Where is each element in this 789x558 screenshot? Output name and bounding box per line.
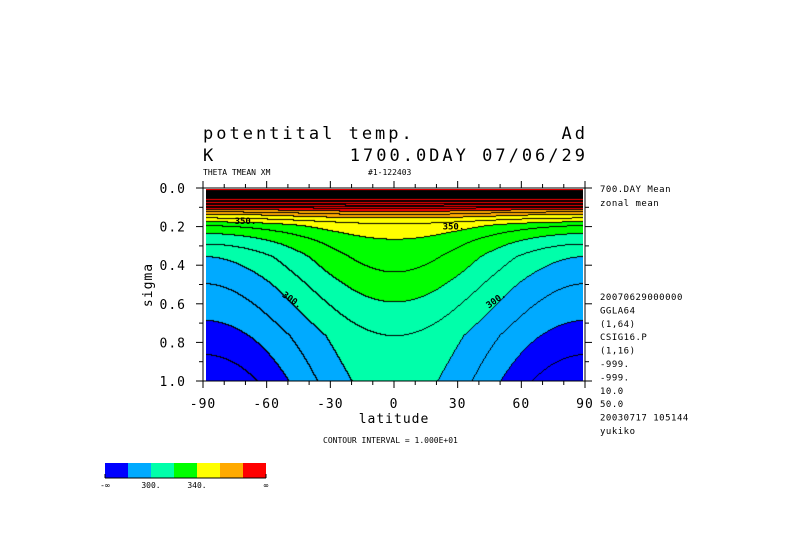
y-tick-labels: 0.0 0.2 0.4 0.6 0.8 1.0 — [160, 182, 186, 390]
y-tick-label: 0.6 — [160, 298, 186, 313]
y-tick-label: 0.2 — [160, 221, 186, 236]
contour-label: 350. — [235, 217, 257, 227]
title-right: Ad — [562, 124, 588, 144]
colorbar-swatch — [105, 463, 128, 478]
side-info-line: 20030717 105144 — [600, 414, 689, 424]
colorbar-swatch — [197, 463, 220, 478]
side-info: 700.DAY Mean zonal mean 20070629000000 GGLA… — [600, 185, 689, 437]
variable-label: THETA TMEAN XM — [203, 168, 271, 177]
side-info-line: 10.0 — [600, 387, 624, 397]
y-tick-label: 0.0 — [160, 182, 186, 197]
side-info-line: CSIG16.P — [600, 333, 647, 343]
plot-title: potentital temp. — [203, 124, 415, 144]
y-axis-label: sigma — [141, 263, 156, 307]
plot-frame — [202, 187, 586, 382]
x-tick-label: 30 — [449, 397, 467, 412]
x-tick-label: 0 — [390, 397, 399, 412]
side-info-line: 50.0 — [600, 400, 624, 410]
x-tick-label: 90 — [576, 397, 594, 412]
colorbar-label: 340. — [187, 481, 206, 490]
time-label: 1700.0DAY 07/06/29 — [350, 146, 588, 166]
contour-field — [206, 189, 583, 381]
x-tick-labels: -90 -60 -30 0 30 60 90 — [190, 397, 594, 412]
contour-label: 300. — [280, 290, 304, 311]
colorbar-swatch — [220, 463, 243, 478]
side-info-line: (1,64) — [600, 320, 636, 330]
colorbar-label: ∞ — [264, 481, 269, 490]
side-info-line: 20070629000000 — [600, 293, 683, 303]
colorbar-swatch — [128, 463, 151, 478]
x-tick-label: -90 — [190, 397, 216, 412]
y-tick-label: 0.8 — [160, 336, 186, 351]
side-info-line: -999. — [600, 373, 630, 383]
x-tick-label: 60 — [513, 397, 531, 412]
contour-label: 300. — [485, 290, 509, 311]
y-tick-label: 1.0 — [160, 375, 186, 390]
side-info-line: zonal mean — [600, 199, 659, 209]
side-info-line: (1,16) — [600, 347, 636, 357]
colorbar-swatch — [174, 463, 197, 478]
contour-labels: 350. 350. 300. 300. — [235, 217, 509, 311]
side-info-line: -999. — [600, 360, 630, 370]
colorbar-swatch — [151, 463, 174, 478]
side-info-line: yukiko — [600, 427, 636, 437]
x-tick-label: -30 — [317, 397, 343, 412]
colorbar-label: -∞ — [100, 481, 110, 490]
contour-interval: CONTOUR INTERVAL = 1.000E+01 — [323, 436, 458, 445]
x-tick-label: -60 — [253, 397, 279, 412]
colorbar-swatch — [243, 463, 266, 478]
axis-ticks — [196, 181, 592, 388]
contour-label: 350. — [443, 223, 465, 233]
colorbar-label: 300. — [141, 481, 160, 490]
units-label: K — [203, 146, 216, 166]
run-id: #1-122403 — [368, 168, 412, 177]
x-axis-label: latitude — [359, 412, 430, 427]
side-info-line: GGLA64 — [600, 306, 636, 316]
y-tick-label: 0.4 — [160, 259, 186, 274]
side-info-line: 700.DAY Mean — [600, 185, 671, 195]
colorbar: -∞ 300. 340. ∞ — [100, 463, 269, 490]
